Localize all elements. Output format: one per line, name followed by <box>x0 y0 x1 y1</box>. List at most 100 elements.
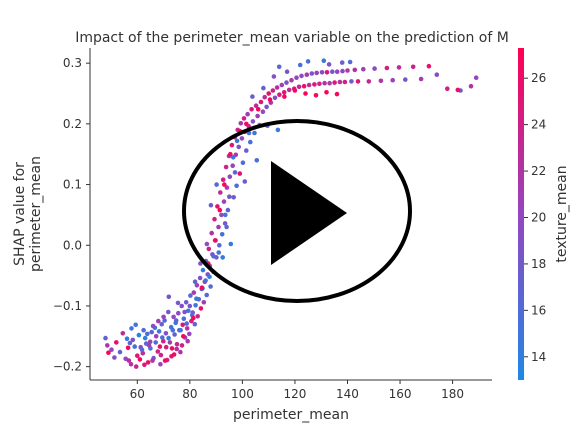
x-tick-label-0: 60 <box>130 387 145 401</box>
scatter-point-169 <box>434 72 440 77</box>
colorbar-label: texture_mean <box>554 165 570 262</box>
scatter-point-101 <box>236 144 241 150</box>
scatter-point-113 <box>250 119 256 124</box>
scatter-point-179 <box>276 64 282 70</box>
scatter-point-221 <box>192 279 198 285</box>
scatter-point-165 <box>403 77 408 82</box>
colorbar-tick-label-0: 14 <box>531 350 546 364</box>
scatter-point-65 <box>201 300 207 305</box>
scatter-point-70 <box>206 246 212 252</box>
scatter-point-243 <box>324 90 329 95</box>
scatter-point-86 <box>221 199 227 204</box>
scatter-point-21 <box>149 329 154 335</box>
y-tick-label-5: 0.3 <box>63 56 82 70</box>
scatter-point-44 <box>179 303 184 309</box>
scatter-point-5 <box>120 331 126 336</box>
scatter-point-211 <box>275 127 281 133</box>
y-axis-ticks: −0.2 −0.1 0.0 0.1 0.2 0.3 <box>53 56 90 374</box>
scatter-point-72 <box>208 284 213 289</box>
scatter-point-244 <box>334 91 340 97</box>
scatter-point-199 <box>178 327 183 333</box>
scatter-point-129 <box>281 90 287 95</box>
scatter-point-50 <box>186 308 191 314</box>
scatter-point-153 <box>342 79 348 85</box>
scatter-point-176 <box>339 60 345 65</box>
scatter-point-262 <box>125 345 131 351</box>
scatter-point-258 <box>171 352 177 357</box>
scatter-point-167 <box>418 76 424 82</box>
scatter-point-41 <box>176 310 181 316</box>
scatter-point-184 <box>326 62 332 67</box>
scatter-point-136 <box>299 73 304 79</box>
scatter-point-248 <box>244 121 249 127</box>
scatter-point-193 <box>207 274 212 280</box>
scatter-point-130 <box>284 80 289 85</box>
scatter-point-253 <box>212 238 218 243</box>
colorbar-tick-label-1: 16 <box>531 303 546 317</box>
scatter-point-187 <box>234 138 240 144</box>
scatter-point-217 <box>214 182 219 187</box>
scatter-point-216 <box>223 212 228 218</box>
scatter-point-168 <box>426 63 432 69</box>
scatter-point-57 <box>193 303 198 308</box>
scatter-point-196 <box>194 296 199 302</box>
scatter-point-46 <box>181 316 187 322</box>
scatter-point-26 <box>156 329 162 334</box>
scatter-point-146 <box>324 70 330 75</box>
scatter-point-24 <box>153 334 159 339</box>
scatter-point-116 <box>255 113 260 119</box>
scatter-point-114 <box>252 130 257 136</box>
scatter-point-245 <box>282 94 287 99</box>
scatter-point-137 <box>301 83 307 89</box>
colorbar-tick-label-6: 26 <box>531 71 546 85</box>
scatter-point-170 <box>445 86 450 91</box>
y-axis-label-line-1: SHAP value for <box>12 162 28 266</box>
play-icon <box>271 161 347 265</box>
scatter-point-212 <box>254 158 260 163</box>
scatter-point-189 <box>224 224 229 230</box>
scatter-points <box>103 58 479 369</box>
scatter-point-226 <box>161 314 166 320</box>
scatter-point-202 <box>166 335 171 341</box>
scatter-point-28 <box>159 321 164 327</box>
scatter-point-111 <box>248 139 253 145</box>
scatter-point-31 <box>163 331 169 336</box>
scatter-point-43 <box>178 349 183 355</box>
scatter-point-158 <box>361 66 366 72</box>
colorbar-tick-label-5: 24 <box>531 118 546 132</box>
scatter-point-89 <box>224 185 230 190</box>
y-axis-label-line-2: perimeter_mean <box>28 156 44 272</box>
scatter-point-264 <box>106 350 111 356</box>
colorbar-tick-label-2: 18 <box>531 257 546 271</box>
scatter-point-55 <box>191 290 197 295</box>
scatter-point-260 <box>157 344 163 349</box>
scatter-point-200 <box>173 318 179 323</box>
colorbar-ticks: 14 16 18 20 22 24 26 <box>524 71 546 364</box>
scatter-point-11 <box>133 322 138 328</box>
scatter-point-208 <box>132 344 137 349</box>
scatter-point-102 <box>237 171 243 176</box>
scatter-point-128 <box>279 82 285 88</box>
y-tick-label-0: −0.2 <box>53 360 82 374</box>
scatter-point-241 <box>303 91 308 96</box>
scatter-point-82 <box>218 190 223 195</box>
scatter-point-173 <box>473 75 479 80</box>
scatter-point-223 <box>182 309 187 315</box>
scatter-point-48 <box>183 300 189 305</box>
scatter-point-149 <box>332 80 337 85</box>
scatter-point-140 <box>309 71 315 76</box>
scatter-point-20 <box>147 339 153 345</box>
scatter-point-9 <box>129 326 134 331</box>
scatter-point-191 <box>216 250 221 255</box>
scatter-point-144 <box>319 70 325 75</box>
scatter-point-219 <box>204 241 210 247</box>
x-tick-label-3: 120 <box>283 387 306 401</box>
scatter-point-157 <box>355 79 361 84</box>
scatter-point-4 <box>117 349 123 355</box>
scatter-point-151 <box>337 79 343 85</box>
scatter-point-0 <box>103 335 108 341</box>
x-tick-label-5: 160 <box>389 387 412 401</box>
play-button[interactable] <box>182 119 412 303</box>
scatter-point-225 <box>166 294 172 300</box>
